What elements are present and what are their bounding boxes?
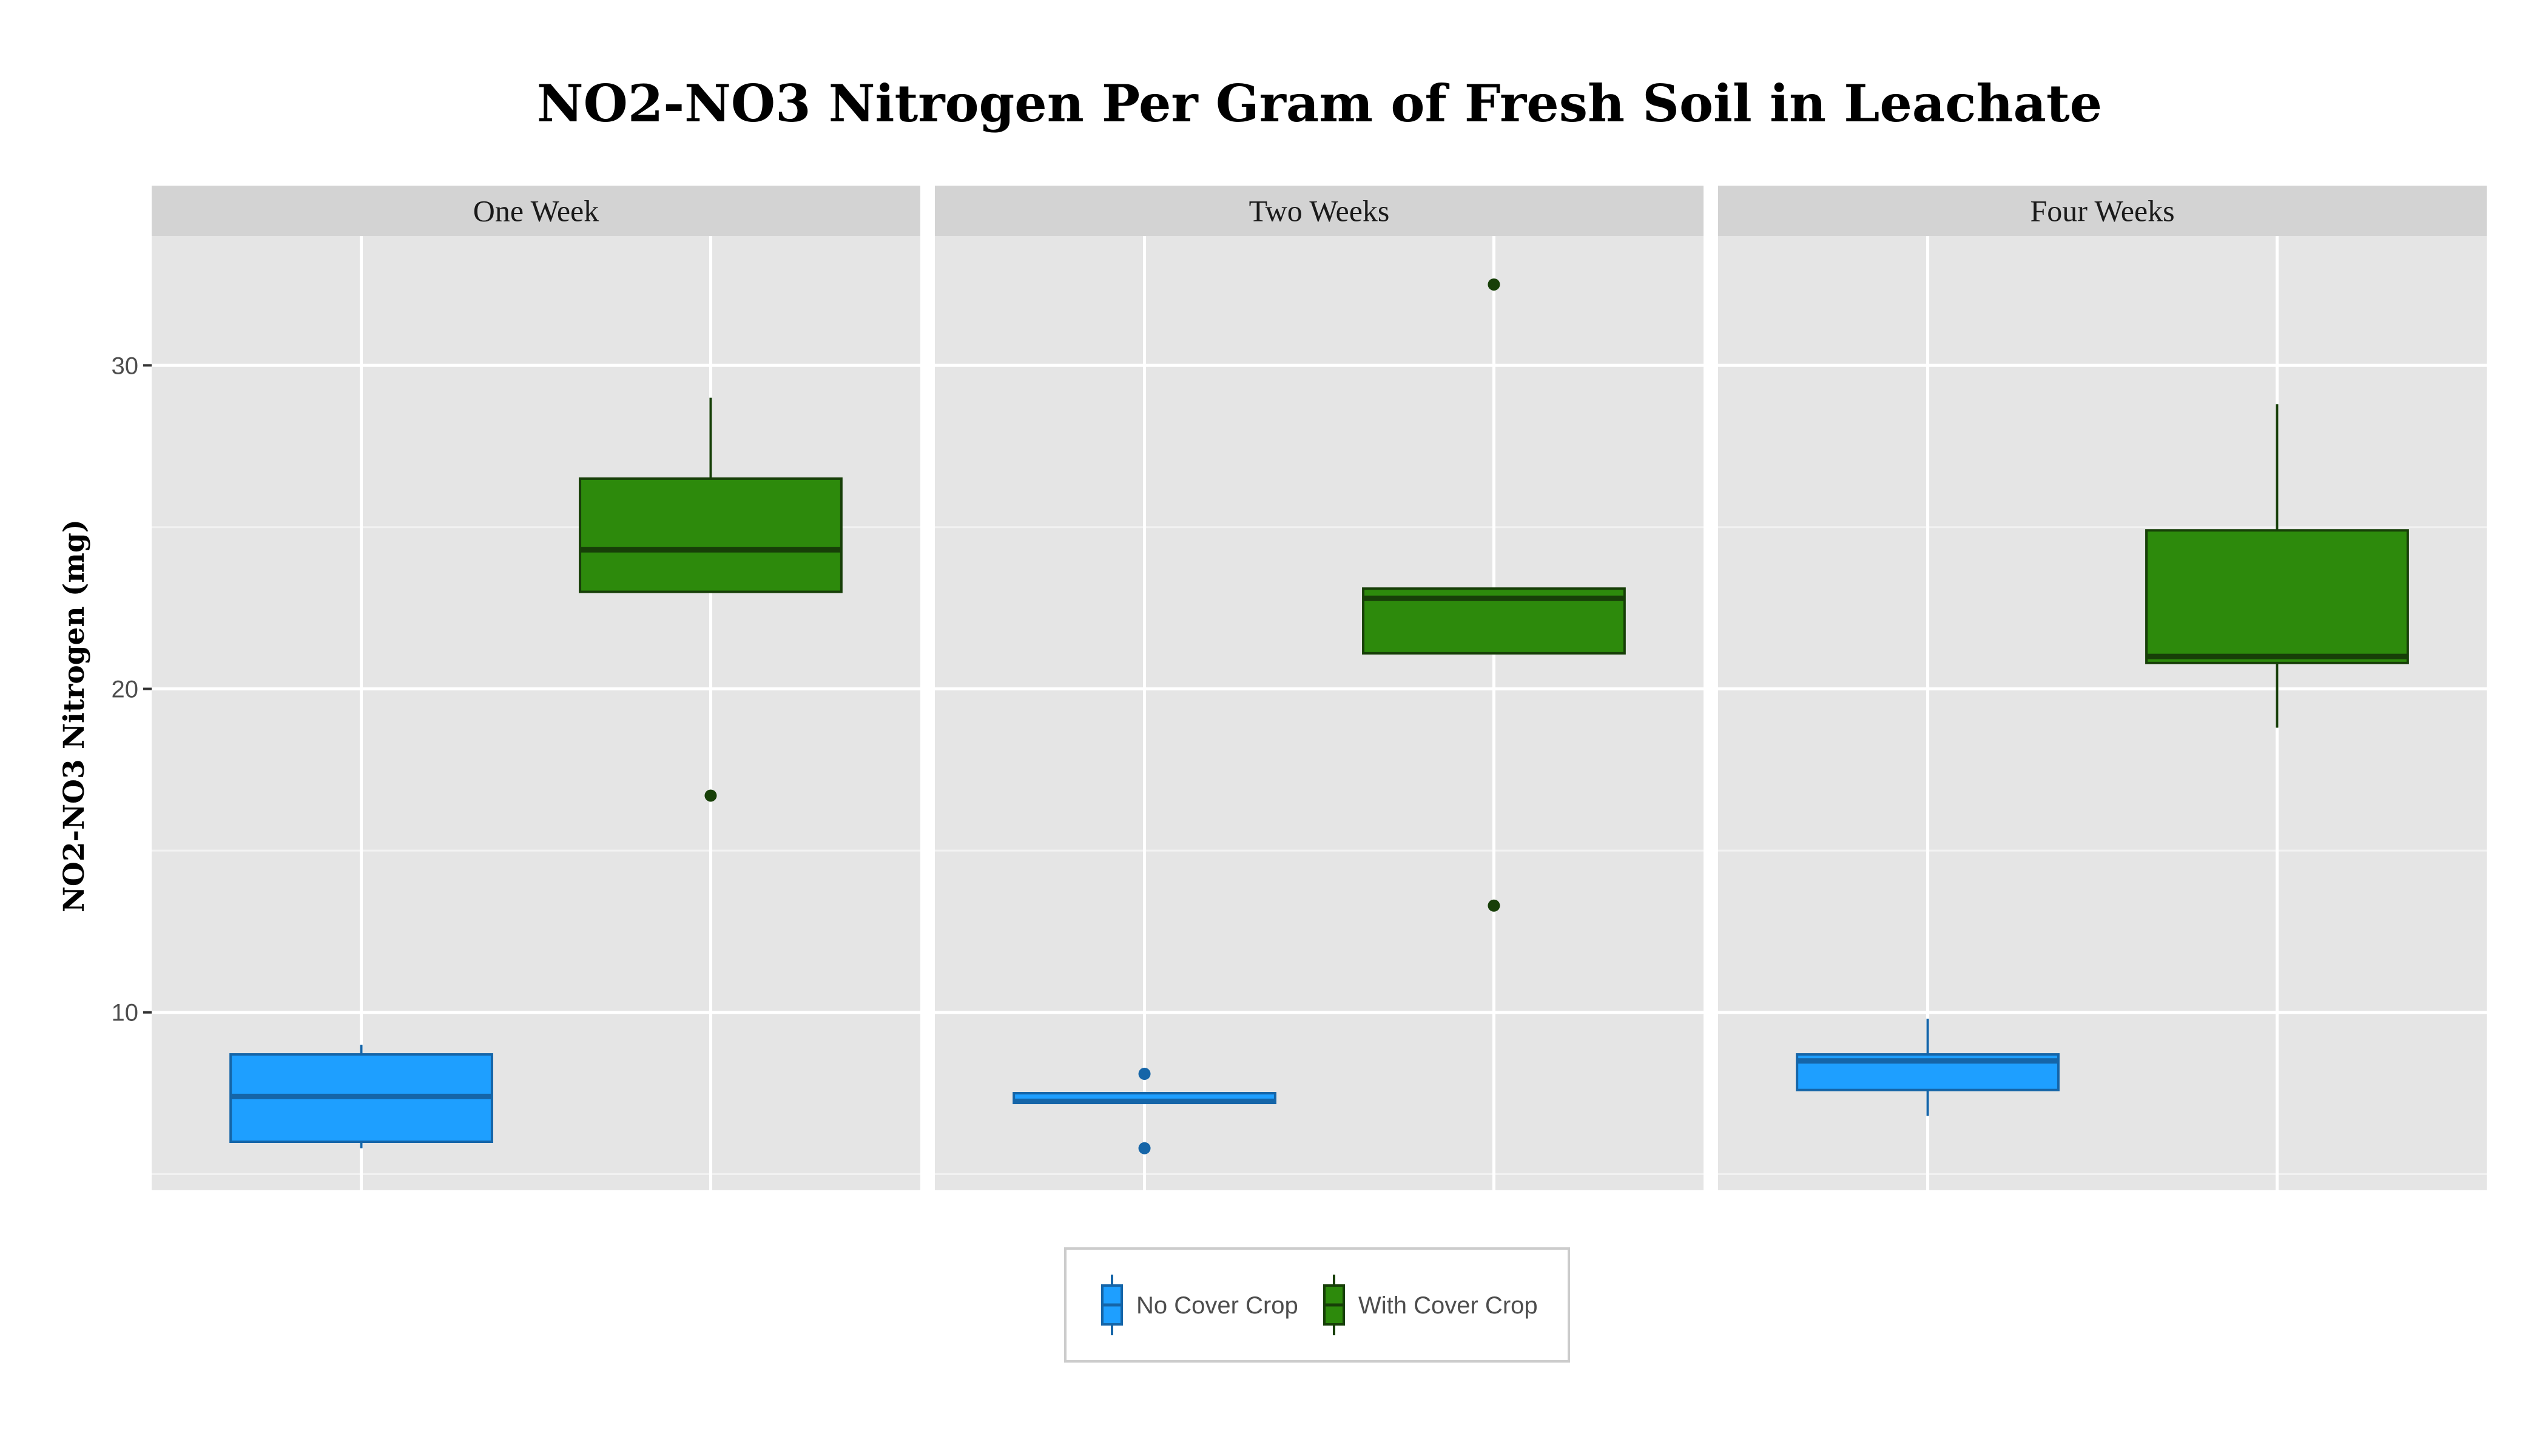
outlier-point — [1138, 1068, 1151, 1080]
box-no-cover-crop-four-weeks — [1796, 1019, 2060, 1116]
y-ticks-layer: 10 20 30 — [112, 352, 152, 1026]
panel-background — [935, 236, 1704, 1190]
box-iqr — [2145, 529, 2409, 664]
panel-strip — [1718, 186, 2487, 236]
panel-strip-label: Four Weeks — [2030, 194, 2174, 228]
box-no-cover-crop-one-week — [229, 1045, 493, 1148]
legend-item-no-cover-crop: No Cover Crop — [1101, 1275, 1298, 1335]
y-axis-label: NO2-NO3 Nitrogen (mg) — [58, 519, 91, 912]
legend-label: With Cover Crop — [1358, 1292, 1538, 1319]
panel-strip-label: Two Weeks — [1249, 194, 1390, 228]
legend-item-with-cover-crop: With Cover Crop — [1323, 1275, 1538, 1335]
outlier-point — [1488, 278, 1500, 291]
panel-strip — [935, 186, 1704, 236]
box-iqr — [579, 477, 843, 593]
y-tick-label: 30 — [112, 352, 139, 379]
box-with-cover-crop-four-weeks — [2145, 404, 2409, 728]
panel-two-weeks: Two Weeks — [935, 186, 1704, 1190]
legend-box — [1064, 1247, 1570, 1363]
panels-layer: One Week Two Weeks Four Weeks — [152, 186, 2487, 1190]
outlier-point — [1138, 1142, 1151, 1154]
y-tick-label: 10 — [112, 1000, 139, 1026]
legend-label: No Cover Crop — [1136, 1292, 1298, 1319]
legend: No Cover Crop With Cover Crop — [1064, 1247, 1570, 1363]
panel-background — [152, 236, 920, 1190]
panel-background — [1718, 236, 2487, 1190]
box-no-cover-crop-two-weeks — [1013, 1068, 1276, 1154]
outlier-point — [704, 789, 717, 802]
box-with-cover-crop-one-week — [579, 397, 843, 802]
panel-strip — [152, 186, 920, 236]
panel-four-weeks: Four Weeks — [1718, 186, 2487, 1190]
y-tick-label: 20 — [112, 676, 139, 703]
box-with-cover-crop-two-weeks — [1362, 278, 1626, 912]
panel-one-week: One Week — [152, 186, 920, 1190]
panel-strip-label: One Week — [473, 194, 599, 228]
outlier-point — [1488, 899, 1500, 912]
chart-title: NO2-NO3 Nitrogen Per Gram of Fresh Soil … — [537, 73, 2102, 133]
